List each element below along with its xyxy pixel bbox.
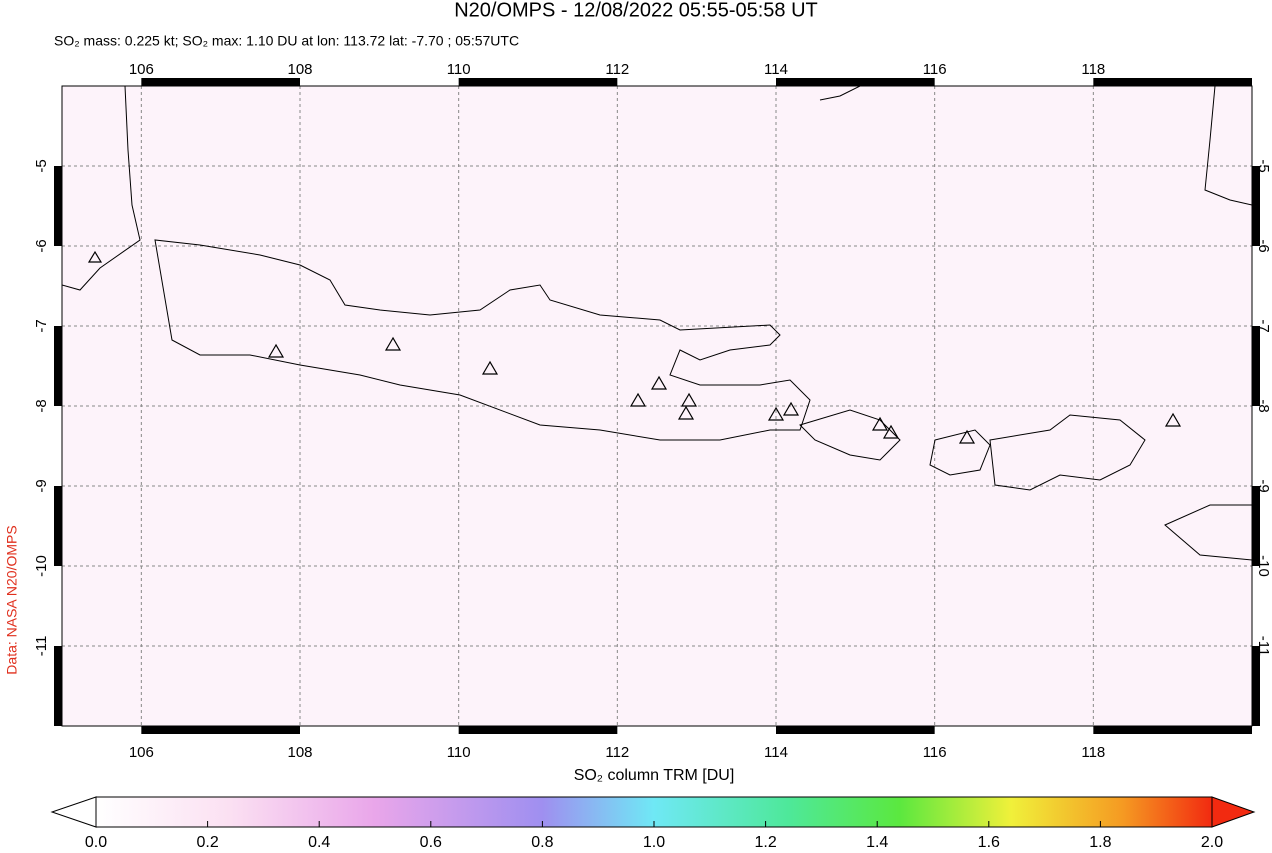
volcano <box>767 406 785 421</box>
frame-stripe <box>1252 486 1260 566</box>
y-tick-label: -6 <box>1255 239 1272 252</box>
x-tick-label: 114 <box>764 744 788 761</box>
x-tick-label: 114 <box>764 61 788 78</box>
volcano <box>650 375 668 390</box>
frame-stripe <box>776 726 935 734</box>
coastline <box>154 239 811 441</box>
y-tick-label: -5 <box>33 159 50 172</box>
frame-stripe <box>1252 646 1260 726</box>
x-tick-label: 110 <box>447 744 471 761</box>
frame-stripe <box>458 726 618 734</box>
coastline <box>1164 504 1252 561</box>
volcano <box>481 360 499 375</box>
colorbar-under <box>50 796 97 828</box>
frame-stripe <box>54 486 62 566</box>
volcano <box>677 405 695 420</box>
y-tick-label: -7 <box>1255 319 1272 332</box>
volcano <box>882 424 900 439</box>
volcano <box>680 392 698 407</box>
volcano <box>629 392 647 407</box>
x-tick-label: 110 <box>447 61 471 78</box>
colorbar-tick-label: 1.0 <box>643 834 665 851</box>
x-tick-label: 106 <box>129 744 154 761</box>
credit: Data: NASA N20/OMPS <box>4 525 20 674</box>
colorbar-tick-label: 1.4 <box>866 834 888 851</box>
y-tick-label: -9 <box>1255 479 1272 492</box>
colorbar-tick-label: 0.2 <box>196 834 218 851</box>
x-tick-label: 118 <box>1081 744 1105 761</box>
subtitle: SO₂ mass: 0.225 kt; SO₂ max: 1.10 DU at … <box>54 33 519 49</box>
x-tick-label: 112 <box>605 744 629 761</box>
coastline <box>929 429 991 476</box>
volcano <box>384 336 402 351</box>
axes: 106 106 108 108 110 110 112 112 114 114 116 116 118 1… <box>33 61 1272 761</box>
volcano <box>87 250 103 263</box>
volcano <box>958 429 976 444</box>
frame-stripe <box>1252 326 1260 406</box>
x-tick-label: 116 <box>923 744 947 761</box>
x-tick-label: 108 <box>287 744 312 761</box>
x-tick-label: 112 <box>605 61 629 78</box>
colorbar-tick-label: 2.0 <box>1201 834 1223 851</box>
y-tick-label: -10 <box>33 555 50 577</box>
y-tick-label: -9 <box>33 479 50 492</box>
x-tick-label: 116 <box>923 61 947 78</box>
frame-stripe <box>141 726 300 734</box>
coastline <box>1204 86 1252 206</box>
y-tick-label: -8 <box>33 399 50 412</box>
colorbar-tick-label: 1.8 <box>1089 834 1111 851</box>
frame-stripe <box>458 78 618 86</box>
coastline <box>819 86 861 101</box>
colorbar-tick-label: 0.0 <box>85 834 107 851</box>
colorbar-tick-label: 1.2 <box>754 834 776 851</box>
colorbar-tick-label: 1.6 <box>978 834 1000 851</box>
grid <box>62 86 1252 726</box>
y-tick-label: -11 <box>33 636 50 657</box>
frame-stripe <box>1093 78 1252 86</box>
y-tick-label: -5 <box>1255 159 1272 172</box>
title: N20/OMPS - 12/08/2022 05:55-05:58 UT <box>454 0 818 21</box>
colorbar-tick-label: 0.4 <box>308 834 330 851</box>
colorbar-tick-label: 0.6 <box>420 834 442 851</box>
volcanoes <box>87 250 1182 444</box>
volcano <box>782 401 800 416</box>
x-tick-label: 106 <box>129 61 154 78</box>
colorbar-tick-label: 0.8 <box>531 834 553 851</box>
coastlines <box>62 86 1252 561</box>
y-tick-label: -8 <box>1255 399 1272 412</box>
frame-stripe <box>1252 166 1260 246</box>
volcano <box>267 343 285 358</box>
y-tick-label: -11 <box>1255 636 1272 657</box>
x-tick-label: 108 <box>287 61 312 78</box>
coastline <box>799 409 901 461</box>
y-tick-label: -7 <box>33 319 50 332</box>
coastline <box>989 414 1146 491</box>
frame-stripe <box>141 78 300 86</box>
x-tick-label: 118 <box>1081 61 1105 78</box>
colorbar-over <box>1211 796 1256 828</box>
colorbar-label: SO₂ column TRM [DU] <box>574 767 735 784</box>
volcano <box>1164 412 1182 427</box>
y-tick-label: -6 <box>33 239 50 252</box>
frame-stripe <box>54 326 62 406</box>
colorbar-ticks: 0.0 0.2 0.4 0.6 0.8 1.0 1.2 1.4 1.6 1.8 2.0 <box>85 821 1223 851</box>
frame-stripe <box>1093 726 1252 734</box>
coastline <box>62 86 141 291</box>
y-tick-label: -10 <box>1255 555 1272 577</box>
volcano <box>871 416 889 431</box>
frame-stripe <box>54 166 62 246</box>
frame-stripe <box>54 646 62 726</box>
frame-stripe <box>776 78 935 86</box>
